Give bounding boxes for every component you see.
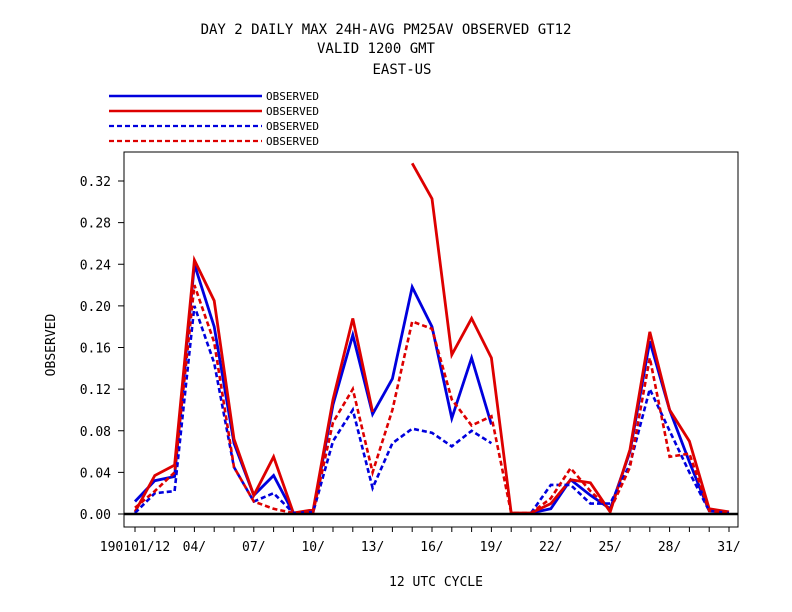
chart-title-group: DAY 2 DAILY MAX 24H-AVG PM25AV OBSERVED … bbox=[201, 22, 572, 78]
series-4-line bbox=[134, 284, 730, 515]
series-1-line-seg-2 bbox=[530, 340, 730, 515]
y-tick-label: 0.16 bbox=[80, 342, 111, 357]
y-axis-title: OBSERVED bbox=[44, 314, 59, 377]
x-tick-label: 31/ bbox=[717, 540, 740, 555]
x-axis: 190101/12 04/07/10/13/16/19/22/25/28/31/ bbox=[100, 527, 741, 555]
series-3-line-seg-1 bbox=[134, 305, 493, 515]
y-tick-label: 0.20 bbox=[80, 300, 111, 315]
series-2-line-seg-2 bbox=[410, 162, 730, 516]
legend-label-4: OBSERVED bbox=[266, 135, 319, 148]
x-tick-label: 07/ bbox=[242, 540, 265, 555]
y-tick-label: 0.04 bbox=[80, 466, 111, 481]
series-1-line-seg-1 bbox=[133, 263, 493, 515]
series-group bbox=[133, 162, 730, 516]
legend-label-1: OBSERVED bbox=[266, 90, 319, 103]
x-tick-label: 22/ bbox=[539, 540, 562, 555]
legend-label-3: OBSERVED bbox=[266, 120, 319, 133]
legend: OBSERVED OBSERVED OBSERVED OBSERVED bbox=[109, 90, 319, 148]
x-tick-label: 19/ bbox=[480, 540, 503, 555]
x-tick-label: 10/ bbox=[301, 540, 324, 555]
x-tick-label: 13/ bbox=[361, 540, 384, 555]
x-tick-label: 04/ bbox=[183, 540, 206, 555]
x-tick-label: 28/ bbox=[658, 540, 681, 555]
plot-area bbox=[123, 151, 739, 528]
legend-label-2: OBSERVED bbox=[266, 105, 319, 118]
x-tick-label: 25/ bbox=[598, 540, 621, 555]
y-tick-label: 0.08 bbox=[80, 425, 111, 440]
y-tick-label: 0.12 bbox=[80, 383, 111, 398]
y-tick-label: 0.28 bbox=[80, 217, 111, 232]
y-axis: 0.00 0.04 0.08 0.12 0.16 0.20 0.24 0.28 0.32 bbox=[80, 175, 124, 523]
chart-subtitle-region: EAST-US bbox=[372, 62, 431, 78]
y-tick-label: 0.24 bbox=[80, 258, 111, 273]
chart-title: DAY 2 DAILY MAX 24H-AVG PM25AV OBSERVED … bbox=[201, 22, 572, 38]
x-tick-label: 190101/12 bbox=[100, 540, 170, 555]
x-tick-label: 16/ bbox=[420, 540, 443, 555]
y-tick-label: 0.32 bbox=[80, 175, 111, 190]
chart-subtitle-valid: VALID 1200 GMT bbox=[317, 41, 436, 57]
y-tick-label: 0.00 bbox=[80, 508, 111, 523]
x-axis-title: 12 UTC CYCLE bbox=[389, 575, 483, 590]
